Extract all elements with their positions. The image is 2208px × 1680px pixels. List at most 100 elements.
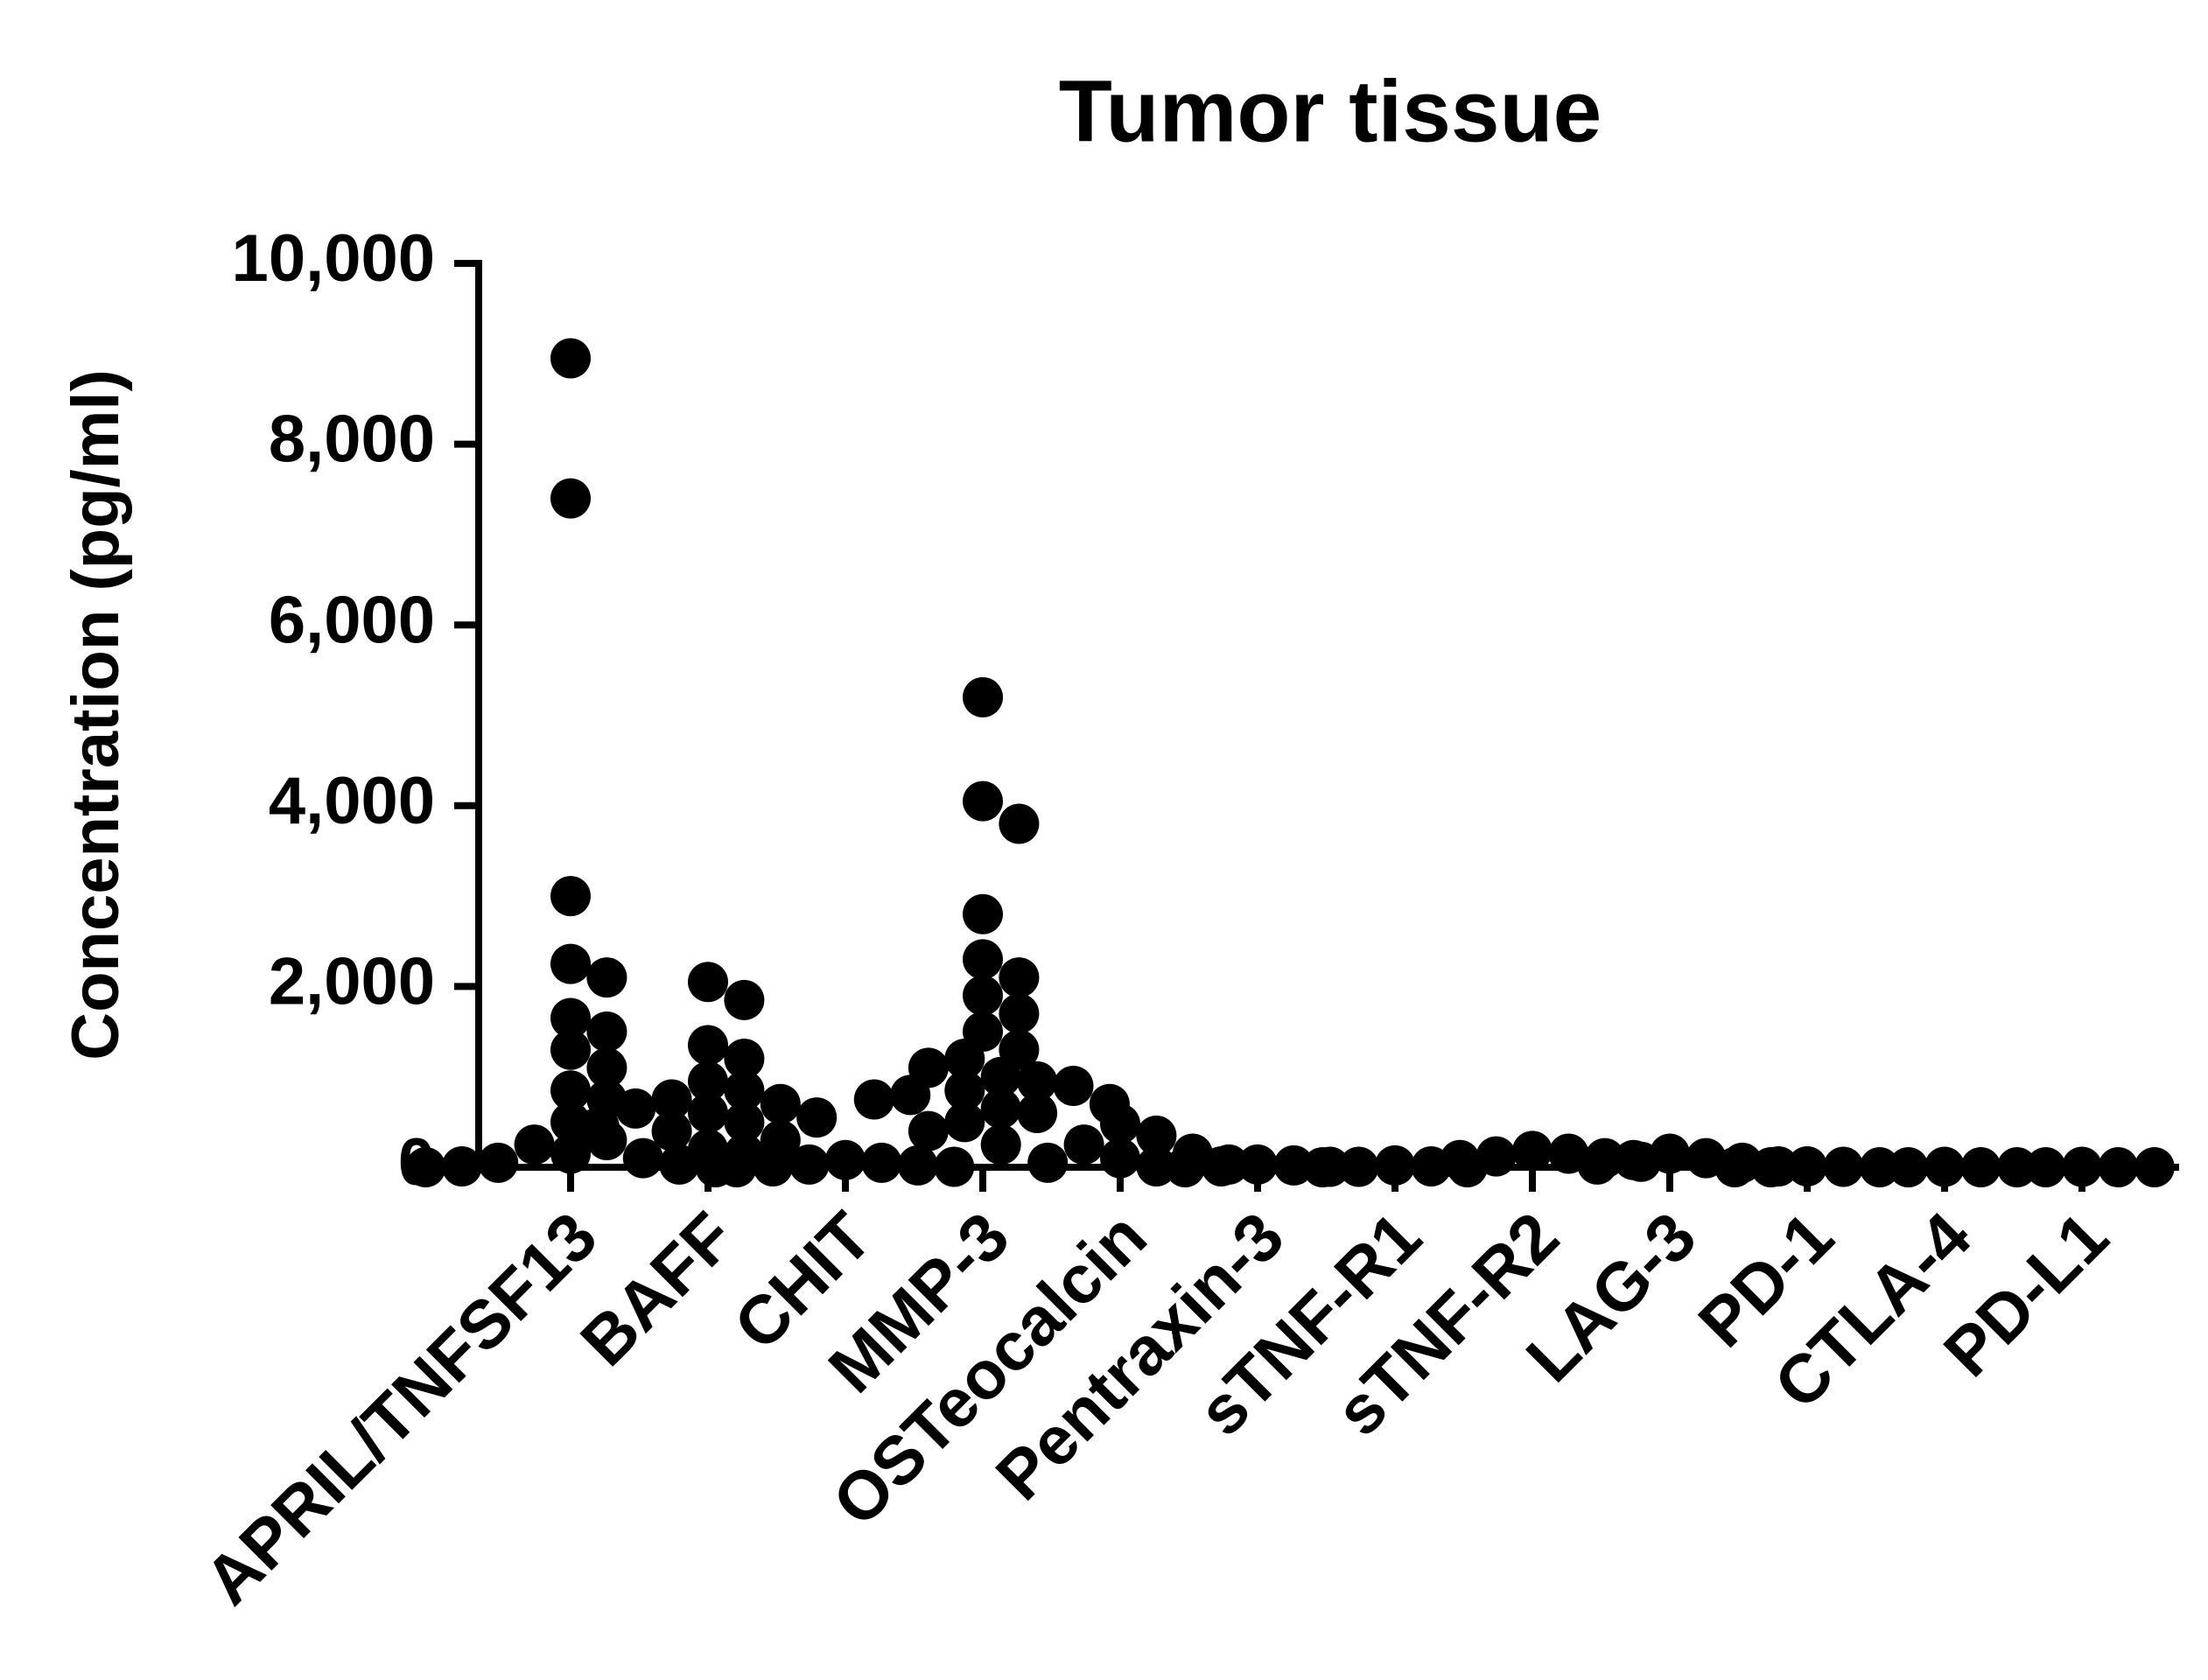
data-point	[963, 893, 1003, 934]
data-point	[578, 1106, 620, 1147]
data-point	[963, 676, 1003, 718]
data-point	[934, 1146, 975, 1187]
data-point	[999, 957, 1040, 998]
data-point	[1053, 1066, 1094, 1107]
data-point	[688, 1025, 728, 1066]
x-tick-label: APRIL/TNFSF13	[190, 1197, 612, 1619]
data-point	[550, 1029, 591, 1070]
data-point	[1714, 1147, 1756, 1187]
data-point	[963, 939, 1003, 980]
data-point	[1136, 1115, 1177, 1156]
data-point	[1787, 1145, 1827, 1186]
data-point	[1017, 1060, 1058, 1102]
y-tick-label: 4,000	[269, 764, 435, 838]
data-point	[550, 998, 591, 1039]
data-point	[1100, 1138, 1140, 1179]
y-axis-label: Concentration (pg/ml)	[59, 369, 133, 1060]
data-point	[999, 803, 1040, 844]
data-point	[796, 1097, 838, 1138]
data-point	[825, 1139, 866, 1180]
data-point	[861, 1142, 902, 1183]
y-tick-label: 10,000	[232, 221, 435, 296]
y-tick-label: 6,000	[269, 583, 435, 657]
y-tick-label: 2,000	[269, 944, 435, 1018]
y-tick-label: 8,000	[269, 402, 435, 477]
data-point	[890, 1074, 931, 1116]
data-point	[441, 1145, 482, 1186]
data-point	[550, 338, 591, 379]
data-point	[716, 1147, 757, 1187]
data-point	[724, 1102, 765, 1143]
data-point	[622, 1138, 663, 1179]
data-point	[908, 1110, 949, 1152]
data-point	[478, 1142, 519, 1183]
data-point	[1237, 1144, 1278, 1185]
data-point	[688, 962, 728, 1003]
data-point	[1476, 1136, 1517, 1177]
data-point	[753, 1145, 794, 1186]
data-point	[615, 1088, 656, 1129]
x-tick-label: BAFF	[565, 1197, 748, 1380]
data-point	[1136, 1145, 1177, 1186]
data-point	[550, 1133, 591, 1174]
data-point	[1924, 1146, 1965, 1187]
data-point	[789, 1144, 830, 1185]
data-point	[2025, 1147, 2066, 1187]
data-point	[1650, 1133, 1690, 1174]
data-point	[550, 943, 591, 984]
data-point	[760, 1083, 801, 1124]
data-point	[1750, 1147, 1791, 1187]
data-point	[1063, 1124, 1104, 1166]
data-point	[724, 1070, 765, 1111]
data-point	[1577, 1144, 1618, 1185]
data-point	[980, 1088, 1021, 1129]
data-point	[944, 1102, 985, 1143]
data-point	[1823, 1146, 1864, 1187]
data-point	[897, 1144, 938, 1186]
data-point	[724, 1039, 765, 1080]
data-point	[980, 1056, 1021, 1097]
chart-title: Tumor tissue	[1059, 62, 1602, 160]
data-point	[1100, 1103, 1140, 1144]
data-point	[550, 478, 591, 519]
data-point	[2098, 1147, 2139, 1187]
data-point	[2062, 1146, 2102, 1187]
data-point	[1888, 1147, 1929, 1187]
data-point	[1338, 1146, 1379, 1187]
data-point	[688, 1129, 728, 1170]
data-point	[688, 1060, 728, 1102]
data-point	[1859, 1147, 1900, 1187]
data-point	[1613, 1139, 1654, 1180]
data-point	[980, 1124, 1021, 1166]
data-point	[550, 1070, 591, 1111]
data-point	[586, 1012, 627, 1053]
data-point	[1017, 1093, 1058, 1134]
data-point	[1302, 1147, 1343, 1187]
data-point	[1273, 1144, 1314, 1186]
data-point	[514, 1124, 555, 1166]
data-point	[651, 1079, 692, 1120]
data-point	[944, 1039, 985, 1080]
data-point	[586, 1047, 627, 1088]
data-point	[1996, 1147, 2037, 1187]
data-point	[944, 1070, 985, 1111]
data-point	[963, 975, 1003, 1016]
data-point	[1440, 1139, 1481, 1180]
data-point	[405, 1147, 446, 1187]
data-point	[1027, 1142, 1069, 1183]
data-point	[2134, 1147, 2175, 1187]
data-point	[724, 979, 765, 1020]
data-point	[550, 876, 591, 917]
data-point	[1512, 1130, 1553, 1172]
data-point	[1375, 1144, 1415, 1186]
data-point	[853, 1079, 894, 1120]
data-point	[586, 957, 627, 998]
data-point	[1165, 1147, 1206, 1187]
data-point	[1960, 1147, 2001, 1187]
data-point	[963, 780, 1003, 822]
data-point	[688, 1093, 728, 1134]
data-point	[1201, 1145, 1242, 1186]
data-point	[651, 1110, 692, 1152]
data-point	[999, 993, 1040, 1034]
